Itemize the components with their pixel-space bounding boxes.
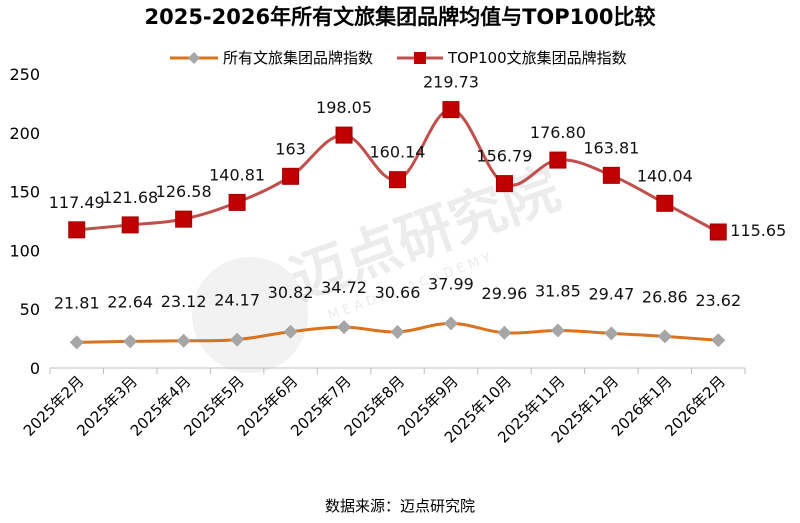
- data-point: [69, 335, 84, 350]
- data-point: [711, 333, 726, 348]
- data-point: [657, 329, 672, 344]
- data-point: [121, 216, 139, 234]
- data-label: 31.85: [535, 282, 581, 301]
- data-label: 140.81: [209, 165, 265, 184]
- source-note: 数据来源：迈点研究院: [325, 497, 475, 515]
- legend-marker-top100: [414, 52, 426, 64]
- data-label: 140.04: [637, 166, 693, 185]
- data-point: [443, 316, 458, 331]
- data-label: 163: [275, 139, 306, 158]
- y-tick-label: 50: [20, 300, 40, 319]
- data-label: 22.64: [107, 292, 153, 311]
- y-tick-label: 100: [9, 241, 40, 260]
- data-label: 163.81: [583, 138, 639, 157]
- data-point: [656, 194, 674, 212]
- data-label: 29.47: [588, 284, 634, 303]
- data-label: 30.82: [268, 283, 314, 302]
- data-point: [123, 334, 138, 349]
- data-label: 115.65: [730, 221, 786, 240]
- data-point: [442, 101, 460, 119]
- data-point: [228, 193, 246, 211]
- data-point: [337, 320, 352, 335]
- legend-item-top100: TOP100文旅集团品牌指数: [397, 49, 627, 67]
- y-tick-label: 250: [9, 65, 40, 84]
- data-label: 160.14: [370, 143, 426, 162]
- data-label: 30.66: [375, 283, 421, 302]
- data-point: [176, 333, 191, 348]
- data-label: 176.80: [530, 123, 586, 142]
- y-tick-label: 150: [9, 183, 40, 202]
- data-point: [335, 126, 353, 144]
- chart-title: 2025-2026年所有文旅集团品牌均值与TOP100比较: [144, 5, 655, 29]
- data-label: 37.99: [428, 274, 474, 293]
- series-layer: 21.81 22.64 23.12 24.17 30.82 34.72 30.66 37.99…: [49, 73, 786, 350]
- y-tick-label: 200: [9, 124, 40, 143]
- data-label: 117.49: [49, 193, 105, 212]
- data-label: 29.96: [482, 284, 528, 303]
- data-point: [68, 221, 86, 239]
- data-point: [604, 326, 619, 341]
- data-point: [389, 171, 406, 189]
- data-label: 23.12: [161, 292, 207, 311]
- data-label: 24.17: [214, 291, 260, 310]
- data-label: 219.73: [423, 73, 479, 92]
- data-point: [230, 332, 245, 347]
- watermark-logo-icon: [192, 257, 308, 373]
- legend-marker-all: [188, 52, 200, 64]
- data-point: [602, 166, 620, 184]
- series-all: 21.81 22.64 23.12 24.17 30.82 34.72 30.66 37.99…: [54, 274, 741, 350]
- data-label: 26.86: [642, 287, 688, 306]
- data-point: [709, 223, 727, 241]
- data-point: [550, 323, 565, 338]
- data-label: 23.62: [695, 291, 741, 310]
- legend-item-all: 所有文旅集团品牌指数: [170, 49, 373, 67]
- y-tick-label: 0: [30, 359, 40, 378]
- data-point: [282, 167, 300, 185]
- data-point: [390, 324, 405, 339]
- data-point: [283, 324, 298, 339]
- y-axis: 0 50 100 150 200 250: [9, 65, 40, 378]
- data-label: 198.05: [316, 98, 372, 117]
- data-point: [549, 151, 567, 169]
- legend-label-all: 所有文旅集团品牌指数: [223, 49, 373, 67]
- data-point: [175, 210, 193, 228]
- data-label: 21.81: [54, 293, 100, 312]
- data-point: [495, 175, 513, 193]
- data-point: [497, 325, 512, 340]
- legend-label-top100: TOP100文旅集团品牌指数: [447, 49, 627, 67]
- legend: 所有文旅集团品牌指数 TOP100文旅集团品牌指数: [170, 49, 627, 67]
- data-label: 156.79: [476, 147, 532, 166]
- data-label: 34.72: [321, 278, 367, 297]
- x-axis: 2025年2月2025年3月2025年4月2025年5月2025年6月2025年…: [20, 367, 746, 447]
- data-label: 126.58: [156, 182, 212, 201]
- data-label: 121.68: [102, 188, 158, 207]
